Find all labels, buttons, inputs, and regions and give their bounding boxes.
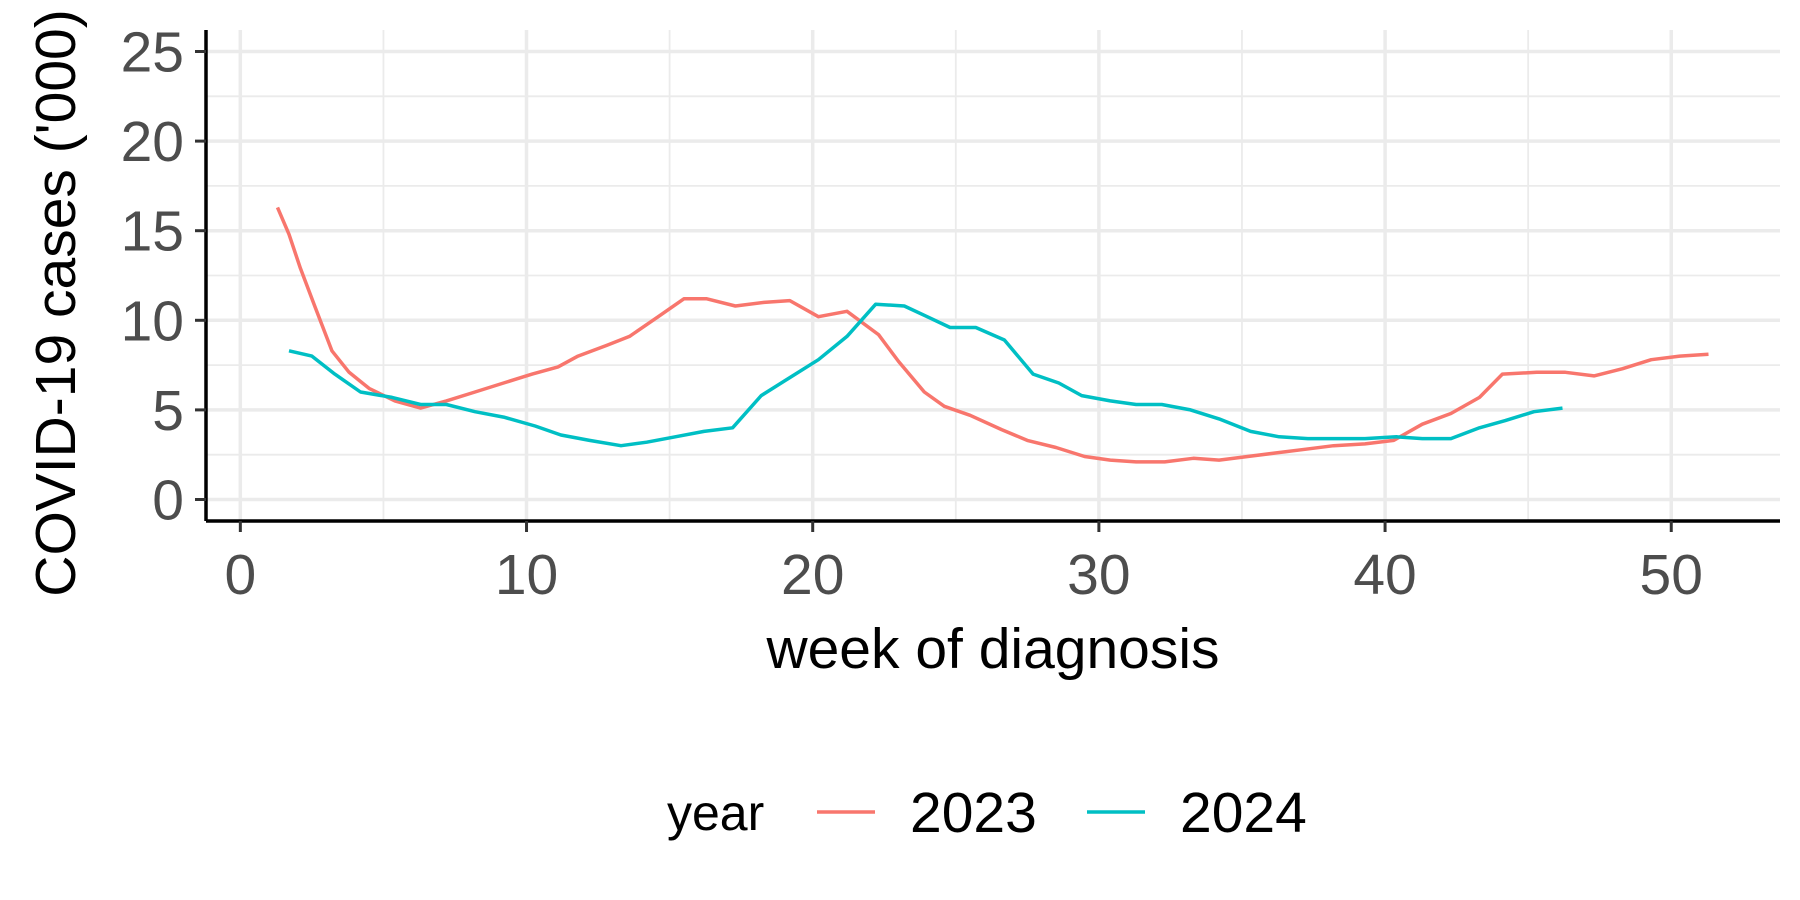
- legend-label-2023: 2023: [910, 781, 1037, 845]
- y-tick-label: 25: [121, 21, 184, 85]
- legend-label-2024: 2024: [1180, 781, 1307, 845]
- x-axis-title: week of diagnosis: [765, 617, 1219, 681]
- legend: year 2023 2024: [667, 781, 1307, 845]
- y-tick-label: 20: [121, 110, 184, 174]
- x-tick-label: 20: [781, 543, 844, 607]
- y-tick-label: 15: [121, 200, 184, 264]
- y-tick-label: 10: [121, 289, 184, 353]
- x-tick-label: 30: [1067, 543, 1130, 607]
- legend-title: year: [667, 785, 764, 841]
- y-tick-label: 5: [152, 379, 184, 443]
- y-tick-label: 0: [152, 468, 184, 532]
- x-tick-label: 40: [1353, 543, 1416, 607]
- tick-marks-and-labels: 0 10 20 30 40 50 0 5 10 15 20 25: [121, 21, 1703, 607]
- series-lines: [275, 206, 1709, 464]
- series-line-2023: [275, 206, 1709, 464]
- x-tick-label: 50: [1640, 543, 1703, 607]
- series-line-2024: [288, 302, 1563, 448]
- x-tick-label: 0: [224, 543, 256, 607]
- axes: [204, 30, 1780, 523]
- grid-lines: [206, 30, 1780, 521]
- y-axis-title: COVID-19 cases ('000): [24, 9, 88, 596]
- x-tick-label: 10: [495, 543, 558, 607]
